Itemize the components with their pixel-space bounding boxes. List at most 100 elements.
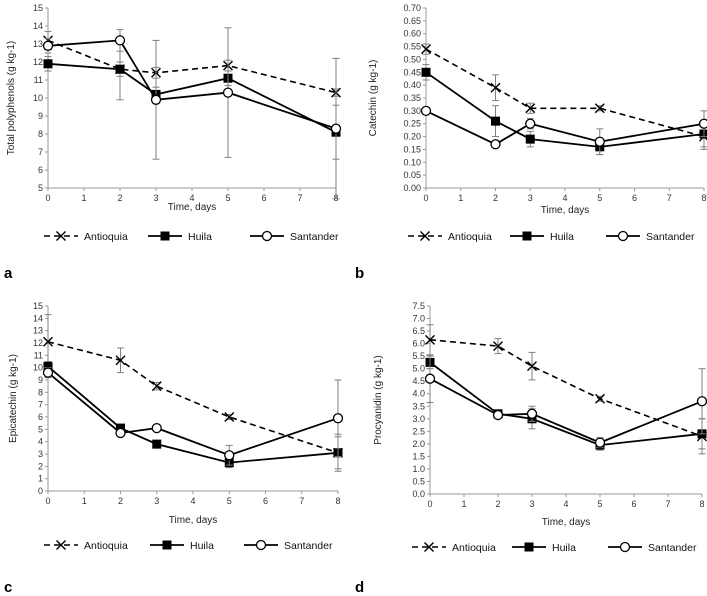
x-tick-label: 3 [154,496,159,506]
y-tick-label: 0.45 [403,67,421,77]
y-tick-label: 5 [38,183,43,193]
y-tick-label: 6 [38,412,43,422]
data-point [594,136,605,147]
legend-marker [619,541,631,553]
y-tick-label: 2.0 [412,439,425,449]
x-tick-label: 2 [117,193,122,203]
legend-marker [522,231,532,241]
x-tick-label: 6 [631,499,636,509]
data-point [490,139,501,150]
panel-label: b [355,265,364,282]
legend: Antioquia Huila Santander [44,230,339,243]
data-point [332,413,344,424]
data-point [699,129,707,139]
data-point [42,40,54,51]
legend-item-huila: Huila [512,542,576,554]
y-tick-label: 1 [38,474,43,484]
y-tick-label: 2.5 [412,426,425,436]
y-tick-label: 0.20 [403,132,421,142]
y-tick-label: 5.5 [412,351,425,361]
y-tick-label: 0.55 [403,42,421,52]
data-point [151,422,162,434]
legend: Antioquia Huila Santander [408,230,695,243]
legend-item-antioquia: Antioquia [412,542,496,554]
y-tick-label: 0.10 [403,157,421,167]
y-tick-label: 0.50 [403,54,421,64]
y-tick-label: 13 [33,39,43,49]
data-point [424,373,436,384]
x-tick-label: 7 [667,193,672,203]
data-point [493,341,503,352]
x-tick-label: 1 [461,499,466,509]
legend-label: Antioquia [84,231,128,243]
data-point [222,87,234,98]
x-tick-label: 0 [45,496,50,506]
legend-item-huila: Huila [510,231,574,243]
legend-label: Antioquia [452,542,496,554]
y-tick-label: 7 [38,147,43,157]
data-point [527,361,537,372]
x-axis-label: Time, days [542,517,591,528]
x-tick-label: 0 [423,193,428,203]
x-tick-label: 6 [263,496,268,506]
data-point [698,118,707,129]
data-point [330,123,342,134]
legend: Antioquia Huila Santander [412,541,697,554]
data-point [696,396,707,407]
y-tick-label: 15 [33,3,43,13]
series-line [429,339,703,438]
x-tick-label: 5 [227,496,232,506]
series-santander [420,105,707,156]
y-tick-label: 8 [38,387,43,397]
legend-marker [524,542,534,552]
chart-panel-b: 0.00 0.05 0.10 0.15 0.20 0.25 0.30 0.35 0.40 0.45… [355,3,707,282]
y-axis-label: Procyanidin (g kg-1) [373,355,384,444]
x-tick-label: 3 [528,193,533,203]
legend-label: Santander [290,231,339,243]
data-point [525,134,535,144]
legend-item-antioquia: Antioquia [44,540,128,552]
data-point [114,35,126,46]
data-point [525,103,536,114]
data-point [115,64,125,74]
data-point [525,118,536,129]
y-tick-label: 4.5 [412,376,425,386]
y-tick-label: 6.5 [412,326,425,336]
legend-item-huila: Huila [148,231,212,243]
legend-item-santander: Santander [244,539,333,552]
y-tick-label: 3.0 [412,414,425,424]
y-tick-label: 4 [38,437,43,447]
y-tick-label: 1.0 [412,464,425,474]
y-tick-label: 2 [38,461,43,471]
x-tick-label: 5 [597,193,602,203]
y-tick-label: 7.5 [412,301,425,311]
x-tick-label: 7 [299,496,304,506]
y-tick-label: 10 [33,93,43,103]
y-tick-label: 3 [38,449,43,459]
x-tick-label: 3 [529,499,534,509]
x-tick-label: 2 [495,499,500,509]
y-tick-label: 0.25 [403,119,421,129]
x-tick-label: 5 [597,499,602,509]
y-tick-label: 0.70 [403,3,421,13]
series-antioquia [421,43,707,150]
y-tick-label: 10 [33,363,43,373]
y-tick-label: 6 [38,165,43,175]
series-santander [42,27,342,200]
data-point [526,408,538,419]
panel-label: d [355,579,364,596]
legend-label: Antioquia [448,231,492,243]
y-tick-label: 15 [33,301,43,311]
y-tick-label: 0 [38,486,43,496]
x-tick-label: 1 [81,193,86,203]
legend-label: Huila [550,231,574,243]
y-tick-label: 4.0 [412,389,425,399]
data-point [224,412,235,422]
y-tick-label: 0.00 [403,183,421,193]
legend-item-santander: Santander [250,230,339,243]
data-point [595,393,605,404]
y-tick-label: 0.60 [403,29,421,39]
legend-item-antioquia: Antioquia [408,231,492,243]
